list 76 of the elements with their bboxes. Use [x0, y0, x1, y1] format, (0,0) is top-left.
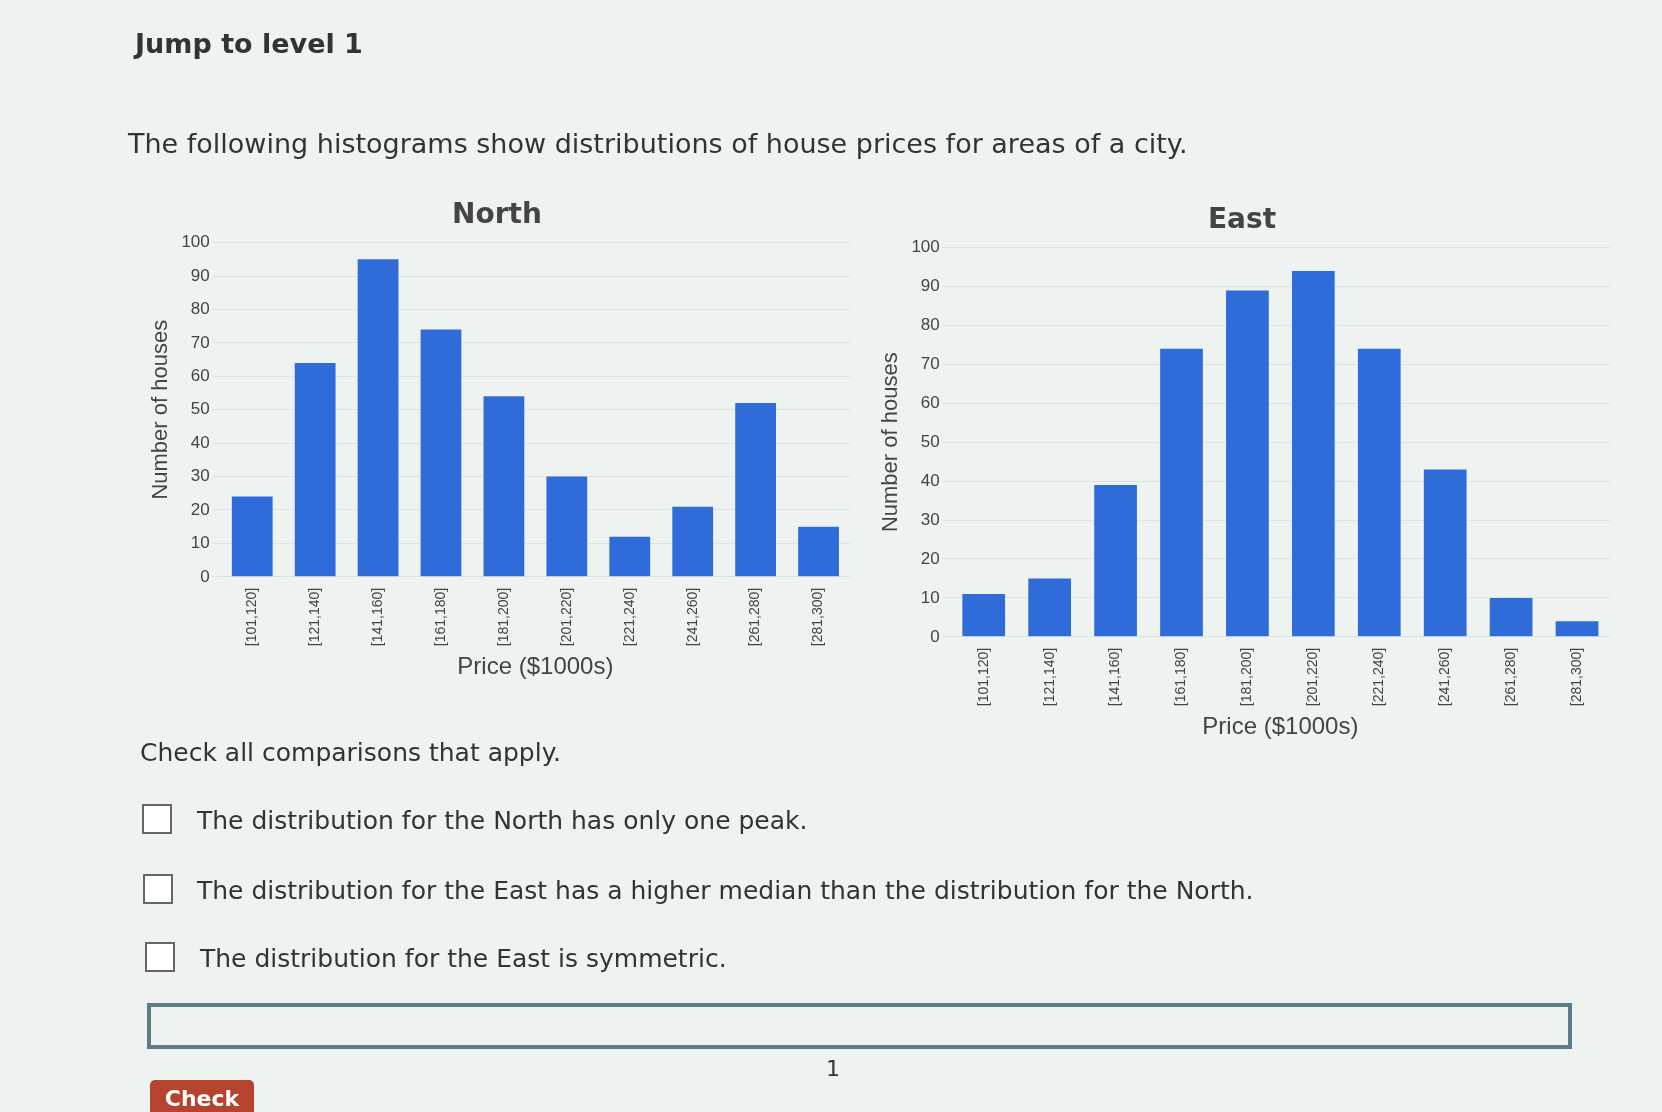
x-tick-label: [201,220] — [1304, 647, 1321, 707]
y-tick-label: 60 — [190, 365, 210, 385]
x-tick-label: [261,280] — [746, 587, 763, 647]
bar — [420, 329, 462, 577]
x-tick-label: [161,180] — [1172, 647, 1189, 707]
y-tick-label: 50 — [190, 399, 210, 419]
bar — [546, 476, 588, 577]
x-tick-label: [241,260] — [683, 587, 700, 647]
y-tick-label: 30 — [920, 509, 940, 529]
y-tick-label: 10 — [190, 533, 210, 553]
text: 1 — [826, 1056, 840, 1081]
bar — [483, 396, 525, 577]
x-tick-label: [261,280] — [1501, 647, 1518, 707]
bar — [798, 526, 839, 577]
y-tick-label: 50 — [920, 431, 940, 451]
text: The distribution for the East is symmetric. — [200, 944, 727, 973]
y-tick-label: 10 — [920, 587, 940, 607]
bar — [1028, 578, 1072, 637]
bar — [231, 496, 273, 577]
text: The distribution for the East has a higher median than the distribution for the North. — [197, 876, 1254, 905]
x-tick-label: [181,200] — [494, 587, 511, 647]
x-tick-label: [221,240] — [620, 587, 637, 647]
x-tick-label: [201,220] — [557, 587, 574, 647]
y-tick-label: 80 — [920, 315, 940, 335]
x-tick-label: [181,200] — [1238, 647, 1255, 707]
x-axis-title: Price ($1000s) — [457, 652, 614, 680]
y-tick-label: 90 — [190, 265, 210, 285]
y-tick-label: 40 — [190, 432, 210, 452]
bar — [962, 594, 1006, 637]
bar — [1094, 485, 1137, 637]
bar — [735, 403, 776, 577]
bar — [294, 362, 336, 577]
bar — [1160, 348, 1203, 637]
bar — [1357, 348, 1401, 637]
bar — [357, 259, 399, 577]
chart-title: East — [1207, 202, 1277, 236]
y-axis-title: Number of houses — [877, 352, 903, 533]
bar — [672, 506, 714, 577]
text: Jump to level 1 — [135, 28, 363, 59]
bar — [1226, 290, 1269, 637]
y-tick-label: 70 — [190, 332, 210, 352]
y-tick-label: 100 — [911, 237, 940, 257]
y-tick-label: 100 — [181, 232, 210, 252]
text: Check — [150, 1080, 254, 1112]
y-tick-label: 60 — [920, 392, 940, 412]
bar — [609, 536, 651, 577]
x-tick-label: [121,140] — [306, 587, 323, 647]
bar — [1555, 621, 1599, 637]
text: Check all comparisons that apply. — [140, 738, 561, 767]
y-tick-label: 80 — [190, 299, 210, 319]
y-tick-label: 70 — [920, 354, 940, 374]
text: The following histograms show distributions of house prices for areas of a city. — [128, 128, 1188, 159]
bar — [1489, 597, 1533, 637]
x-tick-label: [141,160] — [1106, 647, 1123, 707]
x-tick-label: [161,180] — [431, 587, 448, 647]
x-tick-label: [281,300] — [809, 587, 826, 647]
y-tick-label: 0 — [930, 626, 940, 646]
y-tick-label: 90 — [920, 276, 940, 296]
y-tick-label: 20 — [190, 499, 210, 519]
x-tick-label: [101,120] — [974, 647, 991, 707]
bar — [1423, 469, 1467, 637]
x-axis-title: Price ($1000s) — [1202, 712, 1359, 740]
x-tick-label: [141,160] — [368, 587, 385, 647]
bar — [1291, 270, 1335, 637]
x-tick-label: [281,300] — [1567, 647, 1584, 707]
text: The distribution for the North has only one peak. — [197, 806, 808, 835]
y-axis-title: Number of houses — [147, 319, 173, 500]
x-tick-label: [221,240] — [1370, 647, 1387, 707]
x-tick-label: [101,120] — [243, 587, 260, 647]
y-tick-label: 0 — [200, 566, 210, 586]
y-tick-label: 20 — [920, 548, 940, 568]
chart-title: North — [452, 197, 542, 231]
y-tick-label: 30 — [190, 466, 210, 486]
x-tick-label: [121,140] — [1040, 647, 1057, 707]
y-tick-label: 40 — [920, 470, 940, 490]
x-tick-label: [241,260] — [1436, 647, 1453, 707]
